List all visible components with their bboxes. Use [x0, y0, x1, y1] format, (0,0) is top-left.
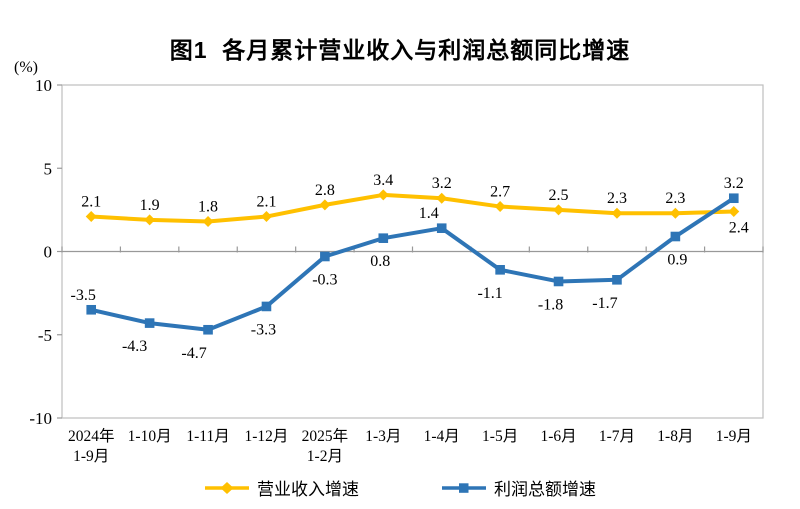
svg-text:1-5月: 1-5月: [482, 428, 518, 445]
svg-text:1.4: 1.4: [419, 205, 439, 222]
svg-text:-3.5: -3.5: [71, 287, 96, 304]
svg-text:2024年: 2024年: [68, 427, 115, 445]
svg-text:-1.1: -1.1: [477, 285, 502, 302]
svg-text:1-4月: 1-4月: [424, 428, 460, 445]
legend-label-revenue: 营业收入增速: [257, 480, 359, 499]
chart-title: 图1 各月累计营业收入与利润总额同比增速: [169, 37, 631, 63]
plot-area: 10 5 0 -5 -10 2024年 1-9月 1-10月 1-11月 1-12月 2025年 1-…: [29, 76, 764, 465]
y-axis-unit-label: (%): [14, 59, 38, 76]
svg-text:0: 0: [44, 243, 53, 262]
svg-text:2.7: 2.7: [490, 184, 510, 201]
svg-text:-3.3: -3.3: [251, 321, 276, 338]
svg-text:1-6月: 1-6月: [540, 428, 576, 445]
svg-text:1-7月: 1-7月: [599, 428, 635, 445]
svg-text:2.8: 2.8: [315, 182, 335, 199]
svg-text:2.3: 2.3: [665, 190, 685, 207]
svg-text:-5: -5: [38, 326, 52, 345]
svg-text:2025年: 2025年: [302, 427, 349, 445]
svg-text:-1.7: -1.7: [592, 295, 617, 312]
svg-text:-4.7: -4.7: [181, 345, 206, 362]
svg-text:1.8: 1.8: [198, 199, 218, 216]
svg-text:10: 10: [35, 76, 52, 95]
legend-item-revenue: 营业收入增速: [204, 475, 359, 500]
svg-text:-1.8: -1.8: [538, 296, 563, 313]
svg-text:1-9月: 1-9月: [73, 448, 109, 465]
svg-text:2.5: 2.5: [549, 187, 569, 204]
svg-text:1-10月: 1-10月: [128, 428, 172, 445]
svg-text:2.3: 2.3: [607, 190, 627, 207]
svg-text:2.4: 2.4: [729, 220, 749, 237]
svg-text:0.8: 0.8: [370, 253, 390, 270]
svg-text:3.4: 3.4: [373, 172, 393, 189]
svg-text:1-9月: 1-9月: [716, 428, 752, 445]
svg-text:1-3月: 1-3月: [365, 428, 401, 445]
revenue-series-sample-icon: [205, 481, 249, 494]
svg-text:1-12月: 1-12月: [244, 428, 288, 445]
svg-text:-10: -10: [29, 409, 52, 428]
svg-text:3.2: 3.2: [432, 175, 452, 192]
chart-legend: 营业收入增速 利润总额增速: [0, 475, 800, 500]
svg-text:5: 5: [44, 159, 53, 178]
svg-text:-4.3: -4.3: [122, 338, 147, 355]
svg-text:2.1: 2.1: [81, 194, 101, 211]
svg-text:0.9: 0.9: [667, 252, 687, 269]
svg-text:1.9: 1.9: [140, 197, 160, 214]
profit-series-sample-icon: [442, 482, 486, 493]
svg-text:1-2月: 1-2月: [307, 448, 343, 465]
legend-label-profit: 利润总额增速: [494, 480, 596, 499]
legend-item-profit: 利润总额增速: [441, 475, 596, 500]
svg-text:-0.3: -0.3: [312, 271, 337, 288]
svg-text:2.1: 2.1: [256, 194, 276, 211]
svg-text:1-8月: 1-8月: [657, 428, 693, 445]
svg-text:1-11月: 1-11月: [186, 428, 229, 445]
svg-text:3.2: 3.2: [724, 175, 744, 192]
